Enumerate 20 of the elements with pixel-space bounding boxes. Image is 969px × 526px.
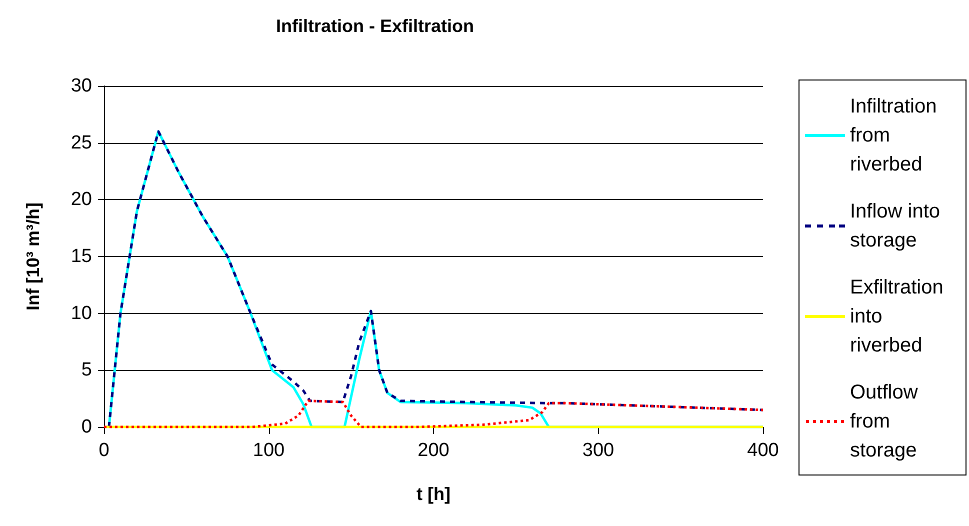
x-tick-label: 300 — [582, 440, 614, 461]
y-tick-label: 25 — [70, 132, 92, 154]
x-tick-label: 100 — [252, 440, 285, 461]
y-tick-label: 10 — [70, 302, 92, 324]
y-tick-label: 15 — [70, 246, 92, 267]
y-axis-title: Inf [10³ m³/h] — [23, 202, 43, 310]
x-tick-label: 0 — [98, 440, 110, 461]
legend-label: Inflow into storage — [850, 200, 946, 252]
x-axis-title: t [h] — [416, 484, 450, 504]
y-tick-label: 20 — [70, 189, 92, 210]
x-tick-label: 400 — [747, 440, 779, 461]
y-tick-label: 30 — [70, 76, 92, 96]
legend-label: Outflow from storage — [850, 382, 924, 462]
line-series — [102, 400, 764, 428]
legend-label: Infiltration from riverbed — [850, 96, 942, 176]
legend-label: Exfiltration into riverbed — [850, 276, 949, 356]
x-tick-label: 200 — [418, 440, 450, 461]
y-tick-label: 0 — [81, 416, 92, 438]
chart-title: Infiltration - Exfiltration — [276, 16, 474, 36]
y-tick-label: 5 — [81, 360, 92, 381]
